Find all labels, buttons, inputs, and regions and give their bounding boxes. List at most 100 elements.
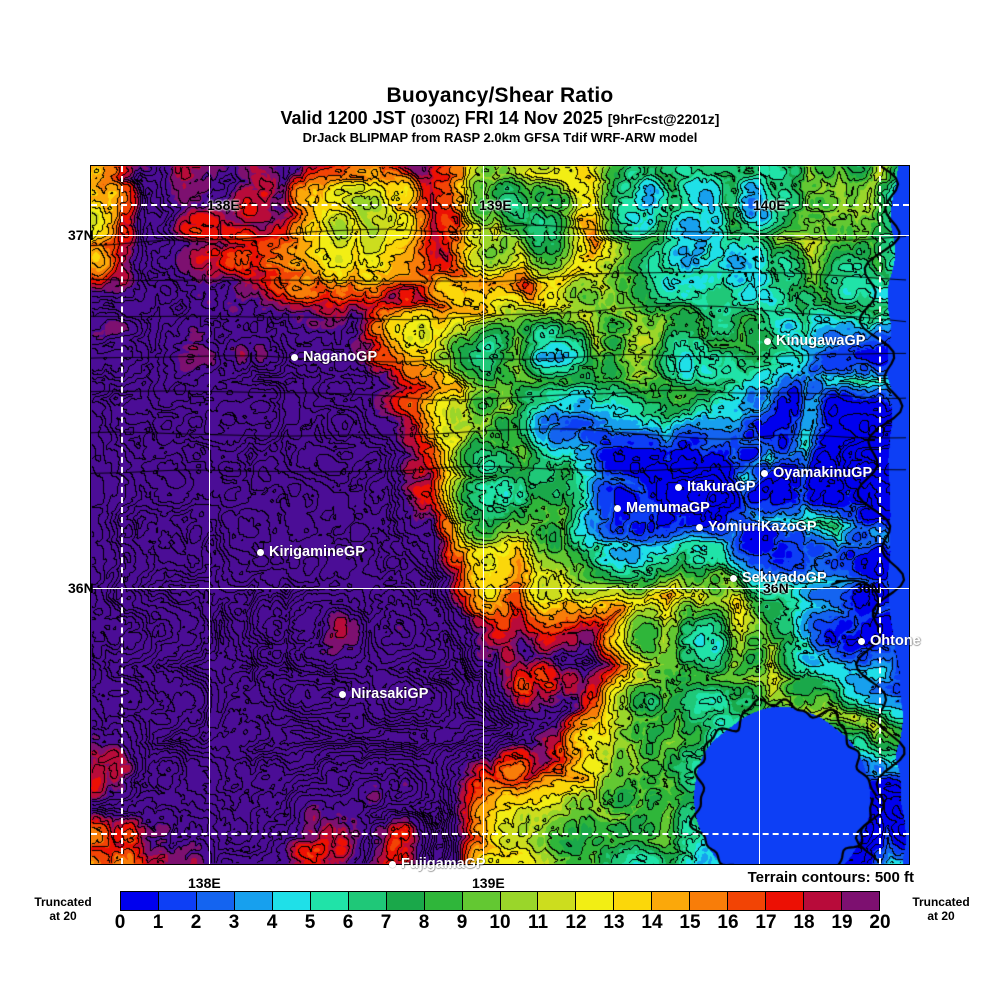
domain-box-top xyxy=(91,204,909,206)
map-label-lat-36n-inner: 36N xyxy=(763,580,789,596)
colorbar-swatch xyxy=(766,892,805,910)
axis-label-lon-138e-bottom: 138E xyxy=(188,875,221,891)
station-dot-icon xyxy=(614,504,621,512)
valid-date: FRI 14 Nov 2025 xyxy=(464,108,603,128)
terrain-contour-note: Terrain contours: 500 ft xyxy=(747,869,914,886)
station-marker[interactable]: MemumaGP xyxy=(614,500,710,516)
colorbar-swatch xyxy=(614,892,653,910)
colorbar-swatch xyxy=(272,892,311,910)
map-label-lon-140e: 140E xyxy=(753,197,786,213)
colorbar-swatch xyxy=(652,892,691,910)
model-source-line: DrJack BLIPMAP from RASP 2.0km GFSA Tdif… xyxy=(302,130,698,145)
truncated-left-line2: at 20 xyxy=(49,909,77,923)
axis-label-lat-37n: 37N xyxy=(68,227,94,243)
colorbar-tick: 5 xyxy=(304,912,316,933)
domain-box-bottom xyxy=(91,833,909,835)
colorbar-tick: 11 xyxy=(527,912,549,933)
station-dot-icon xyxy=(675,483,682,491)
colorbar-tick: 12 xyxy=(565,912,587,933)
station-label: KinugawaGP xyxy=(776,333,866,349)
map-plot-area[interactable]: 138E 139E 140E 36N xyxy=(90,165,910,865)
colorbar-swatch xyxy=(804,892,843,910)
station-dot-icon xyxy=(764,337,771,345)
colorbar-tick: 19 xyxy=(831,912,853,933)
buoyancy-shear-ratio-field xyxy=(91,166,909,864)
forecast-tag: [9hrFcst@2201z] xyxy=(607,111,720,127)
station-marker[interactable]: KirigamineGP xyxy=(257,544,365,560)
colorbar-swatch xyxy=(158,892,197,910)
colorbar-swatch xyxy=(310,892,349,910)
station-marker[interactable]: Ohtone xyxy=(858,633,921,649)
station-dot-icon xyxy=(730,574,737,582)
colorbar-tick: 1 xyxy=(152,912,164,933)
colorbar-swatch xyxy=(538,892,577,910)
colorbar-tick-labels: 0 1 2 3 4 5 6 7 8 9 10 11 12 13 14 15 16 17 18 19 20 xyxy=(115,912,891,938)
gridline-lat-36n xyxy=(91,588,909,589)
domain-box-right xyxy=(879,166,881,864)
colorbar-tick: 13 xyxy=(603,912,625,933)
station-marker[interactable]: NaganoGP xyxy=(291,349,377,365)
station-label: OyamakinuGP xyxy=(773,465,873,481)
station-label: ItakuraGP xyxy=(687,479,756,495)
station-label: YomiuriKazoGP xyxy=(708,519,817,535)
colorbar-swatch xyxy=(842,892,880,910)
station-marker[interactable]: KinugawaGP xyxy=(764,333,865,349)
truncated-left-note: Truncated at 20 xyxy=(18,895,108,923)
station-label: Ohtone xyxy=(870,633,921,649)
colorbar-tick: 6 xyxy=(342,912,354,933)
colorbar-swatch xyxy=(196,892,235,910)
valid-time-utc: (0300Z) xyxy=(410,111,460,127)
station-marker[interactable]: FujigamaGP xyxy=(389,856,486,872)
colorbar-swatch xyxy=(424,892,463,910)
colorbar-tick: 7 xyxy=(380,912,392,933)
colorbar-swatch xyxy=(690,892,729,910)
station-label: MemumaGP xyxy=(626,500,710,516)
axis-label-lat-36n-right: 36N xyxy=(855,580,881,596)
gridline-lon-140e xyxy=(759,166,760,864)
station-label: NirasakiGP xyxy=(351,686,429,702)
colorbar-swatch xyxy=(500,892,539,910)
colorbar[interactable] xyxy=(120,891,880,911)
colorbar-tick: 4 xyxy=(266,912,278,933)
station-dot-icon xyxy=(339,690,346,698)
colorbar-tick: 10 xyxy=(489,912,511,933)
colorbar-swatch xyxy=(576,892,615,910)
map-label-lon-139e: 139E xyxy=(479,197,512,213)
valid-time-line: Valid 1200 JST (0300Z) FRI 14 Nov 2025 [… xyxy=(0,108,1000,130)
axis-label-lon-139e-bottom: 139E xyxy=(472,875,505,891)
colorbar-tick: 9 xyxy=(456,912,468,933)
colorbar-tick: 3 xyxy=(228,912,240,933)
station-dot-icon xyxy=(696,523,703,531)
station-marker[interactable]: OyamakinuGP xyxy=(761,465,872,481)
station-marker[interactable]: YomiuriKazoGP xyxy=(696,519,817,535)
truncated-right-line2: at 20 xyxy=(927,909,955,923)
truncated-left-line1: Truncated xyxy=(34,895,92,909)
truncated-right-line1: Truncated xyxy=(912,895,970,909)
station-dot-icon xyxy=(291,353,298,361)
station-label: KirigamineGP xyxy=(269,544,365,560)
station-marker[interactable]: ItakuraGP xyxy=(675,479,756,495)
station-marker[interactable]: NirasakiGP xyxy=(339,686,428,702)
colorbar-tick: 2 xyxy=(190,912,202,933)
colorbar-tick: 0 xyxy=(114,912,126,933)
station-dot-icon xyxy=(858,637,865,645)
colorbar-swatch xyxy=(462,892,501,910)
truncated-right-note: Truncated at 20 xyxy=(896,895,986,923)
axis-label-lat-36n: 36N xyxy=(68,580,94,596)
station-label: SekiyadoGP xyxy=(742,570,827,586)
colorbar-swatch xyxy=(234,892,273,910)
colorbar-tick: 16 xyxy=(717,912,739,933)
colorbar-tick: 17 xyxy=(755,912,777,933)
station-dot-icon xyxy=(761,469,768,477)
colorbar-swatch xyxy=(348,892,387,910)
station-dot-icon xyxy=(389,860,396,868)
title-block: Buoyancy/Shear Ratio Valid 1200 JST (030… xyxy=(0,84,1000,146)
colorbar-swatch xyxy=(121,892,159,910)
station-marker[interactable]: SekiyadoGP xyxy=(730,570,827,586)
colorbar-tick: 20 xyxy=(869,912,891,933)
station-dot-icon xyxy=(257,548,264,556)
colorbar-tick: 18 xyxy=(793,912,815,933)
colorbar-swatch xyxy=(728,892,767,910)
station-label: FujigamaGP xyxy=(401,856,486,872)
page-title: Buoyancy/Shear Ratio xyxy=(386,84,614,107)
